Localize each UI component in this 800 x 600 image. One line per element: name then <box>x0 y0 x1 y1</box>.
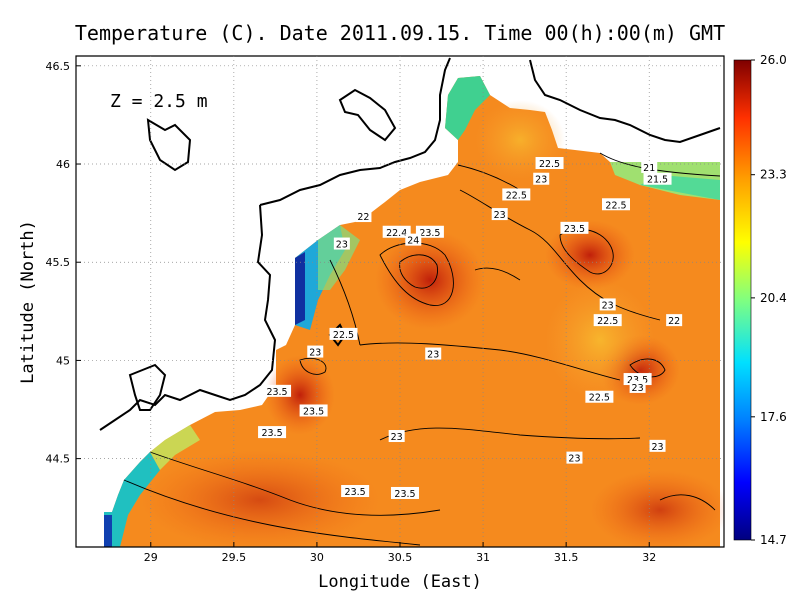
contour-label: 23 <box>309 348 321 359</box>
contour-label: 22.5 <box>605 200 626 211</box>
contour-label-bg <box>585 390 614 403</box>
contour-label: 23 <box>535 175 547 186</box>
colorbar-tick-label: 26.0 <box>760 53 787 67</box>
colorbar-ticks: 14.7 17.6 20.4 23.3 26.0 <box>751 53 787 547</box>
contour-label: 23 <box>651 442 663 453</box>
contour-label: 22 <box>668 316 680 327</box>
contour-label-bg <box>491 208 508 221</box>
y-tick-label: 46 <box>56 158 70 171</box>
contour-label-bg <box>390 486 419 499</box>
x-tick-label: 32 <box>642 551 656 564</box>
x-axis-label: Longitude (East) <box>318 572 482 592</box>
temperature-field <box>76 56 724 547</box>
x-tick-label: 30 <box>310 551 324 564</box>
contour-label: 22.4 <box>386 228 407 239</box>
chart-title: Temperature (C). Date 2011.09.15. Time 0… <box>75 21 725 45</box>
colorbar-tick-label: 14.7 <box>760 533 787 547</box>
contour-label-bg <box>599 298 616 311</box>
contour-label-bg <box>649 439 666 452</box>
contour-label-bg <box>415 225 444 238</box>
contour-label: 23.5 <box>303 406 324 417</box>
contour-label: 23.5 <box>627 375 648 386</box>
contour-label: 23 <box>602 300 614 311</box>
contour-label: 22.5 <box>506 190 527 201</box>
contour-label-bg <box>405 233 422 246</box>
contour-label-bg <box>355 210 372 223</box>
contour-label: 21 <box>643 163 655 174</box>
contour-label-bg <box>299 404 328 417</box>
contour-label: 23.5 <box>261 428 282 439</box>
contour-label: 23.5 <box>564 224 585 235</box>
y-axis-label: Latitude (North) <box>18 220 38 384</box>
contour-label: 24 <box>407 236 419 247</box>
x-tick-label: 30.5 <box>388 551 413 564</box>
contour-label-bg <box>388 430 405 443</box>
contour-label: 23.5 <box>345 487 366 498</box>
contour-label-bg <box>593 314 622 327</box>
contour-label-bg <box>307 345 324 358</box>
contour-label-bg <box>502 188 531 201</box>
plot-frame <box>75 55 725 548</box>
contour-label: 23 <box>568 454 580 465</box>
y-tick-label: 44.5 <box>46 453 71 466</box>
y-axis-ticks: 44.5 45 45.5 46 46.5 <box>46 60 81 466</box>
contour-label: 23.5 <box>419 228 440 239</box>
contour-label: 23 <box>494 210 506 221</box>
cold-band-north <box>445 76 490 140</box>
contour-label: 23.5 <box>394 489 415 500</box>
contour-label: 23 <box>427 350 439 361</box>
contour-label: 22.5 <box>333 330 354 341</box>
contour-label-bg <box>425 347 442 360</box>
contour-label-bg <box>560 221 589 234</box>
x-tick-label: 29 <box>144 551 158 564</box>
grid <box>76 56 724 547</box>
contour-label-bg <box>333 237 350 250</box>
colorbar-tick-label: 20.4 <box>760 291 787 305</box>
contour-label-bg <box>535 157 564 170</box>
contour-label: 23 <box>336 240 348 251</box>
contour-label: 21.5 <box>647 175 668 186</box>
contour-label: 22.5 <box>589 393 610 404</box>
contour-label-bg <box>258 426 287 439</box>
y-tick-label: 46.5 <box>46 60 71 73</box>
colorbar: 14.7 17.6 20.4 23.3 26.0 <box>733 53 787 547</box>
x-tick-label: 31.5 <box>554 551 579 564</box>
depth-annotation: Z = 2.5 m <box>110 91 208 112</box>
contour-label: 22 <box>357 212 369 223</box>
contour-label-bg <box>641 160 658 173</box>
y-tick-label: 45.5 <box>46 256 71 269</box>
contour-label: 22.5 <box>539 159 560 170</box>
contour-label: 23 <box>391 432 403 443</box>
colorbar-tick-label: 17.6 <box>760 410 787 424</box>
x-axis-ticks: 29 29.5 30 30.5 31 31.5 32 <box>144 542 656 564</box>
colorbar-tick-label: 23.3 <box>760 168 787 182</box>
contour-label: 23.5 <box>266 387 287 398</box>
contour-label-bg <box>666 314 683 327</box>
y-tick-label: 45 <box>56 354 70 367</box>
contour-label-bg <box>566 451 583 464</box>
contour-label-bg <box>382 225 411 238</box>
cold-band-south <box>104 452 160 547</box>
x-tick-label: 29.5 <box>222 551 247 564</box>
contour-label-bg <box>533 172 550 185</box>
contour-label-bg <box>643 172 672 185</box>
contour-label-bg <box>263 384 292 397</box>
contour-label-bg <box>341 485 370 498</box>
contour-label-bg <box>602 198 630 211</box>
colorbar-gradient <box>733 59 752 541</box>
contour-label-bg <box>329 327 358 340</box>
contour-label: 23 <box>632 383 644 394</box>
x-tick-label: 31 <box>476 551 490 564</box>
contour-label-bg <box>629 380 646 393</box>
contour-label: 22.5 <box>597 316 618 327</box>
